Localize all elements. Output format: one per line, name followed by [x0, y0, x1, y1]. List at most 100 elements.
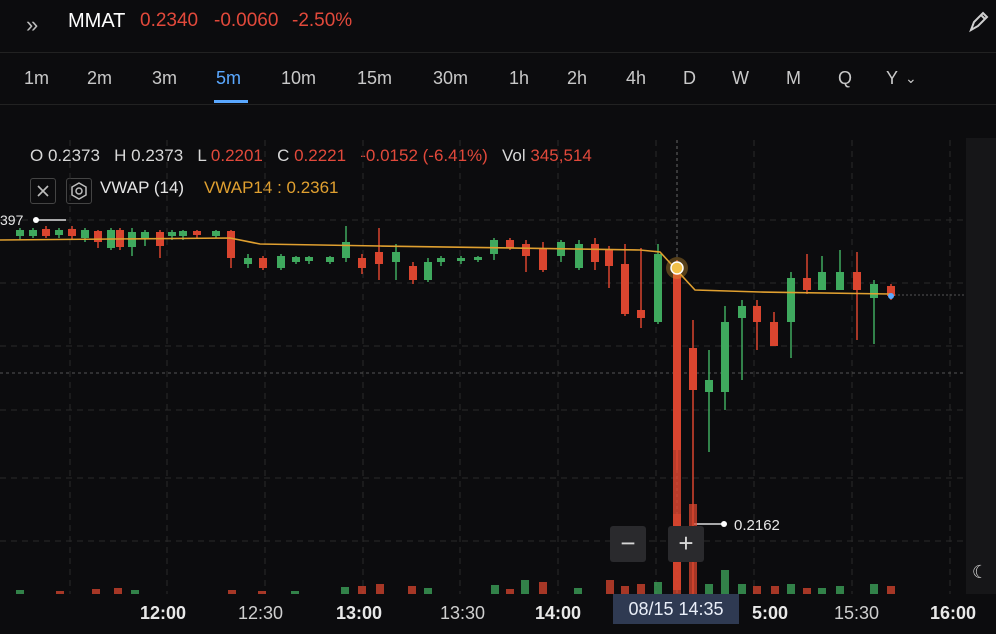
candle-body — [803, 278, 811, 290]
moon-icon[interactable]: ☾ — [971, 562, 988, 582]
indicator-settings-button[interactable] — [66, 178, 92, 204]
volume-bar — [114, 588, 122, 594]
timeframe-2h[interactable]: 2h — [567, 68, 588, 88]
low-price-marker: 0.2162 — [734, 517, 780, 534]
candle-body — [409, 266, 417, 280]
timeframe-30m[interactable]: 30m — [433, 68, 469, 88]
zoom-in-button[interactable]: + — [668, 526, 704, 562]
candle-body — [168, 232, 176, 236]
volume-bar — [818, 588, 826, 594]
volume-bar — [376, 584, 384, 594]
candle-body — [490, 240, 498, 254]
ticker-symbol: MMAT — [68, 10, 126, 32]
candle-body — [81, 230, 89, 238]
volume-bar — [258, 591, 266, 594]
timeframe-M[interactable]: M — [786, 68, 801, 88]
high-value: 0.2373 — [131, 146, 184, 165]
candle-body — [575, 244, 583, 268]
timeframe-Q[interactable]: Q — [838, 68, 853, 88]
close-indicator-button[interactable] — [30, 178, 56, 204]
indicator-value: VWAP14 : 0.2361 — [204, 178, 339, 197]
open-label: O — [30, 146, 44, 165]
pencil-icon[interactable] — [968, 10, 990, 34]
candle-body — [305, 257, 313, 261]
double-chevron-right-icon[interactable]: » — [26, 12, 38, 37]
volume-bar — [358, 586, 366, 594]
volume-bar — [228, 590, 236, 594]
candle-body — [506, 240, 514, 248]
volume-bar — [606, 580, 614, 594]
candle-body — [621, 264, 629, 314]
chevron-down-icon[interactable]: ⌄ — [905, 70, 917, 86]
timeframe-1m[interactable]: 1m — [24, 68, 50, 88]
low-price-marker-dot — [721, 521, 727, 527]
indicator-name: VWAP (14) — [100, 178, 185, 197]
candle-body — [637, 310, 645, 318]
volume-bar — [887, 586, 895, 594]
volume-bar — [836, 586, 844, 594]
volume-bar — [539, 582, 547, 594]
high-label: H — [114, 146, 127, 165]
volume-bar — [16, 590, 24, 594]
candle-body — [539, 248, 547, 270]
price-change: -0.0060 — [214, 10, 279, 31]
timeframe-D[interactable]: D — [683, 68, 696, 88]
candle-body — [29, 230, 37, 236]
candle-body — [522, 244, 530, 256]
candle-body — [557, 242, 565, 256]
volume-label: Vol — [502, 146, 526, 165]
volume-bar — [521, 580, 529, 594]
vwap-line — [0, 237, 891, 295]
timeframe-Y[interactable]: Y — [886, 68, 899, 88]
candle-body — [770, 322, 778, 346]
candle-body — [292, 257, 300, 262]
candle-body — [326, 257, 334, 262]
timeframe-3m[interactable]: 3m — [152, 68, 178, 88]
candle-body — [457, 258, 465, 261]
candle-body — [16, 230, 24, 236]
timeframe-1h[interactable]: 1h — [509, 68, 530, 88]
timeframe-10m[interactable]: 10m — [281, 68, 317, 88]
candle-body — [358, 258, 366, 268]
candle-body — [156, 232, 164, 246]
x-axis-label: 15:30 — [834, 603, 880, 623]
timeframe-2m[interactable]: 2m — [87, 68, 113, 88]
candle-body — [212, 231, 220, 236]
candle-body — [227, 231, 235, 258]
volume-bar — [637, 584, 645, 594]
last-price-dot — [888, 293, 894, 299]
vwap-crosshair-dot — [670, 261, 684, 275]
candle-body — [870, 284, 878, 298]
x-axis-label: 5:00 — [752, 603, 789, 623]
candle-body — [94, 231, 102, 242]
timeframe-W[interactable]: W — [732, 68, 749, 88]
candle-body — [277, 256, 285, 268]
candle-body — [42, 229, 50, 236]
candle-body — [55, 230, 63, 235]
left-price-marker-dot — [33, 217, 39, 223]
timeframe-15m[interactable]: 15m — [357, 68, 393, 88]
candle-body — [424, 262, 432, 280]
volume-bar — [506, 589, 514, 594]
x-axis-label: 13:30 — [440, 603, 486, 623]
volume-bar — [408, 586, 416, 594]
volume-bar — [424, 588, 432, 594]
candle-body — [259, 258, 267, 268]
candle-body — [853, 272, 861, 290]
left-price-marker: 397 — [0, 212, 24, 228]
price-change-pct: -2.50% — [292, 10, 353, 31]
low-value: 0.2201 — [210, 146, 263, 165]
candle-body — [68, 229, 76, 236]
volume-bar — [705, 584, 713, 594]
volume-bar — [787, 584, 795, 594]
timeframe-5m[interactable]: 5m — [216, 68, 242, 88]
candle-body — [437, 258, 445, 262]
timeframe-4h[interactable]: 4h — [626, 68, 647, 88]
candle-body — [244, 258, 252, 264]
volume-bar — [291, 591, 299, 594]
zoom-out-button[interactable]: − — [610, 526, 646, 562]
volume-bar — [771, 586, 779, 594]
open-value: 0.2373 — [47, 146, 100, 165]
volume-bar — [621, 586, 629, 594]
crosshair-time-label: 08/15 14:35 — [613, 594, 739, 624]
